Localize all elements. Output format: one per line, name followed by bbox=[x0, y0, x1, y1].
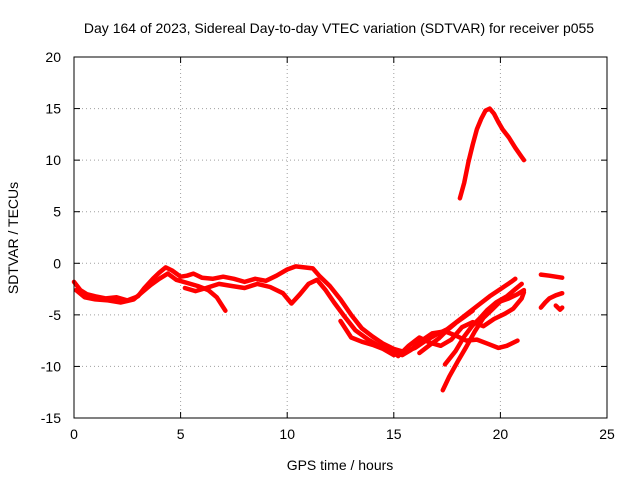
x-tick-label: 25 bbox=[599, 426, 615, 442]
y-tick-label: -5 bbox=[49, 307, 62, 323]
x-axis: 0 5 10 15 20 25 bbox=[70, 57, 615, 442]
plot-frame bbox=[73, 56, 608, 419]
series-track-e bbox=[395, 289, 527, 359]
x-tick-label: 20 bbox=[493, 426, 509, 442]
series-track-i bbox=[457, 106, 527, 201]
x-tick-label: 10 bbox=[279, 426, 295, 442]
x-tick-label: 15 bbox=[386, 426, 402, 442]
y-tick-label: 15 bbox=[45, 101, 61, 117]
x-tick-label: 5 bbox=[177, 426, 185, 442]
y-tick-label: 20 bbox=[45, 49, 61, 65]
x-tick-label: 0 bbox=[70, 426, 78, 442]
series-track-f bbox=[440, 287, 527, 393]
y-axis-label: SDTVAR / TECUs bbox=[5, 182, 21, 294]
series-track-l bbox=[553, 303, 565, 312]
x-axis-label: GPS time / hours bbox=[287, 457, 394, 473]
series-track-h bbox=[417, 308, 475, 356]
y-tick-label: -15 bbox=[41, 410, 61, 426]
y-axis: -15 -10 -5 0 5 10 15 20 bbox=[41, 49, 607, 426]
y-tick-label: -10 bbox=[41, 358, 61, 374]
y-tick-label: 0 bbox=[53, 255, 61, 271]
series-track-k bbox=[538, 290, 565, 310]
series-track-j bbox=[538, 272, 565, 280]
series-track-d bbox=[338, 318, 403, 358]
series-track-g bbox=[442, 281, 524, 367]
y-tick-label: 5 bbox=[53, 204, 61, 220]
chart-title: Day 164 of 2023, Sidereal Day-to-day VTE… bbox=[84, 20, 594, 36]
data-series bbox=[71, 106, 565, 393]
y-tick-label: 10 bbox=[45, 152, 61, 168]
grid bbox=[74, 57, 607, 418]
